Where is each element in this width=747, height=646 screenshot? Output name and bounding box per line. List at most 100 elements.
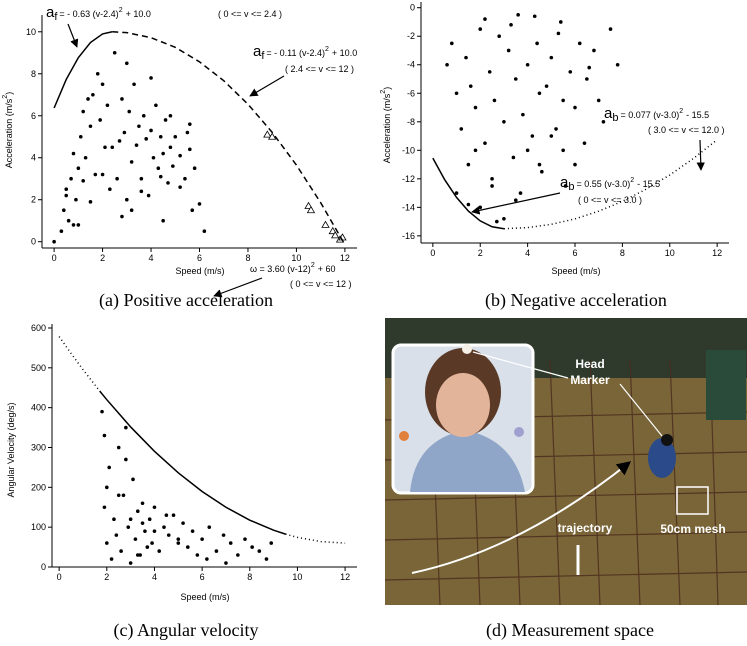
point xyxy=(148,517,152,521)
point xyxy=(159,175,163,179)
point xyxy=(488,70,492,74)
text-part: - 15.5 xyxy=(686,110,709,120)
point xyxy=(464,56,468,60)
point xyxy=(597,99,601,103)
point xyxy=(587,66,591,70)
point xyxy=(124,458,128,462)
point xyxy=(141,521,145,525)
point xyxy=(112,517,116,521)
point xyxy=(592,49,596,53)
point xyxy=(125,198,129,202)
point xyxy=(81,110,85,114)
x-tick-label: 4 xyxy=(525,248,530,258)
annotation-range: ( 0 <= v <= 2.4 ) xyxy=(218,9,282,19)
y-axis-label: Angular Velocity (deg/s) xyxy=(6,402,16,497)
x-tick-label: 10 xyxy=(665,248,675,258)
caption: (b) Negative acceleration xyxy=(485,290,667,311)
point xyxy=(554,127,558,131)
point xyxy=(161,219,165,223)
y-tick-label: -12 xyxy=(402,174,415,184)
point xyxy=(110,145,114,149)
x-axis-label: Speed (m/s) xyxy=(551,266,600,276)
point xyxy=(103,434,107,438)
x-tick-label: 2 xyxy=(478,248,483,258)
point xyxy=(91,93,95,97)
point xyxy=(459,127,463,131)
point xyxy=(105,486,109,490)
point xyxy=(535,42,539,46)
point xyxy=(153,505,157,509)
point xyxy=(533,14,537,18)
point xyxy=(531,134,535,138)
point xyxy=(140,190,144,194)
point xyxy=(474,149,478,153)
text-part: 2 xyxy=(311,262,315,269)
point xyxy=(178,185,182,189)
point xyxy=(490,184,494,188)
point xyxy=(198,202,202,206)
x-tick-label: 0 xyxy=(57,572,62,582)
point xyxy=(169,145,173,149)
point xyxy=(113,51,117,55)
point xyxy=(131,478,135,482)
y-tick-label: 200 xyxy=(31,482,46,492)
point xyxy=(159,135,163,139)
text-part: = - 0.63 (v-2.4) xyxy=(59,9,118,19)
point xyxy=(538,91,542,95)
caption: (a) Positive acceleration xyxy=(99,290,273,311)
point xyxy=(157,549,161,553)
point xyxy=(100,410,104,414)
point xyxy=(519,191,523,195)
point xyxy=(568,70,572,74)
point xyxy=(186,545,190,549)
y-tick-label: 4 xyxy=(31,153,36,163)
point xyxy=(502,120,506,124)
point xyxy=(469,84,473,88)
point xyxy=(103,145,107,149)
text-part: 2 xyxy=(325,46,329,53)
y-tick-label: 10 xyxy=(26,27,36,37)
point xyxy=(467,163,471,167)
point xyxy=(126,525,130,529)
point xyxy=(77,166,81,170)
point xyxy=(540,170,544,174)
y-tick-label: 300 xyxy=(31,442,46,452)
point xyxy=(478,27,482,31)
point xyxy=(149,76,153,80)
x-tick-label: 4 xyxy=(152,572,157,582)
y-tick-label: 6 xyxy=(31,111,36,121)
point xyxy=(561,149,565,153)
point xyxy=(127,110,131,114)
point xyxy=(502,217,506,221)
x-tick-label: 0 xyxy=(52,253,57,263)
y-tick-label: 0 xyxy=(410,3,415,13)
y-tick-label: -10 xyxy=(402,145,415,155)
text-part: Acceleration (m/s xyxy=(4,98,14,168)
point xyxy=(146,545,150,549)
point xyxy=(526,63,530,67)
point xyxy=(89,124,93,128)
point xyxy=(122,493,126,497)
point xyxy=(164,118,168,122)
x-tick-label: 12 xyxy=(340,572,350,582)
point xyxy=(190,208,194,212)
point xyxy=(450,42,454,46)
photo-label: trajectory xyxy=(558,521,613,535)
point xyxy=(497,34,501,38)
y-tick-label: 8 xyxy=(31,69,36,79)
x-tick-label: 2 xyxy=(104,572,109,582)
figure: Head Marker trajectory 50cm mesh (d) Mea… xyxy=(0,0,747,646)
point xyxy=(134,537,138,541)
point xyxy=(144,137,148,141)
y-tick-label: -4 xyxy=(407,60,415,70)
x-tick-label: 10 xyxy=(291,253,301,263)
point xyxy=(559,20,563,24)
point xyxy=(243,537,247,541)
x-tick-label: 6 xyxy=(200,572,205,582)
text-part: Acceleration (m/s xyxy=(382,93,392,163)
point xyxy=(514,198,518,202)
point xyxy=(514,77,518,81)
annotation-range: ( 3.0 <= v <= 12.0 ) xyxy=(648,125,725,135)
point xyxy=(79,135,83,139)
point xyxy=(162,525,166,529)
